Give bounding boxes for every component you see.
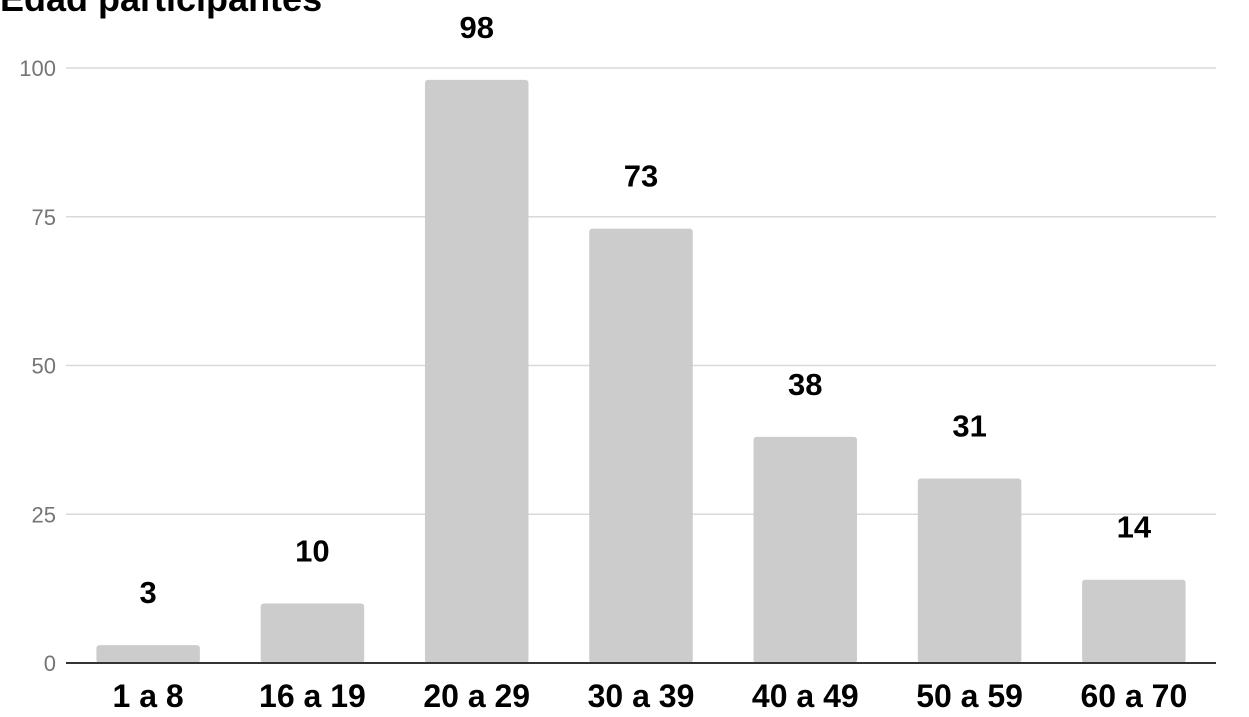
data-label: 98	[459, 10, 493, 45]
x-category-label: 20 a 29	[423, 678, 530, 714]
data-labels: 3 10 98 73 38 31 14	[140, 10, 1152, 610]
data-label: 10	[295, 534, 329, 569]
y-axis-ticks: 0 25 50 75 100	[19, 56, 56, 676]
x-category-label: 1 a 8	[113, 678, 184, 714]
data-label: 31	[952, 409, 986, 444]
x-category-label: 30 a 39	[588, 678, 695, 714]
y-tick-label: 50	[32, 354, 56, 379]
data-label: 14	[1117, 510, 1152, 545]
x-category-label: 40 a 49	[752, 678, 859, 714]
bar	[260, 603, 365, 663]
x-category-label: 60 a 70	[1080, 678, 1187, 714]
data-label: 38	[788, 367, 822, 402]
data-label: 73	[624, 159, 658, 194]
x-category-label: 50 a 59	[916, 678, 1023, 714]
bar	[917, 478, 1022, 663]
y-tick-label: 0	[44, 651, 56, 676]
data-label: 3	[140, 575, 157, 610]
y-tick-label: 25	[32, 502, 56, 527]
bar	[96, 645, 200, 663]
bar	[424, 79, 529, 663]
bars	[96, 79, 1186, 663]
bar	[1082, 579, 1186, 663]
x-category-label: 16 a 19	[259, 678, 366, 714]
chart-title: Edad participantes	[0, 0, 322, 20]
x-axis-categories: 1 a 8 16 a 19 20 a 29 30 a 39 40 a 49 50 a 59…	[113, 678, 1188, 714]
y-tick-label: 75	[32, 205, 56, 230]
bar	[589, 228, 693, 663]
y-tick-label: 100	[19, 56, 56, 81]
bar	[753, 436, 858, 663]
